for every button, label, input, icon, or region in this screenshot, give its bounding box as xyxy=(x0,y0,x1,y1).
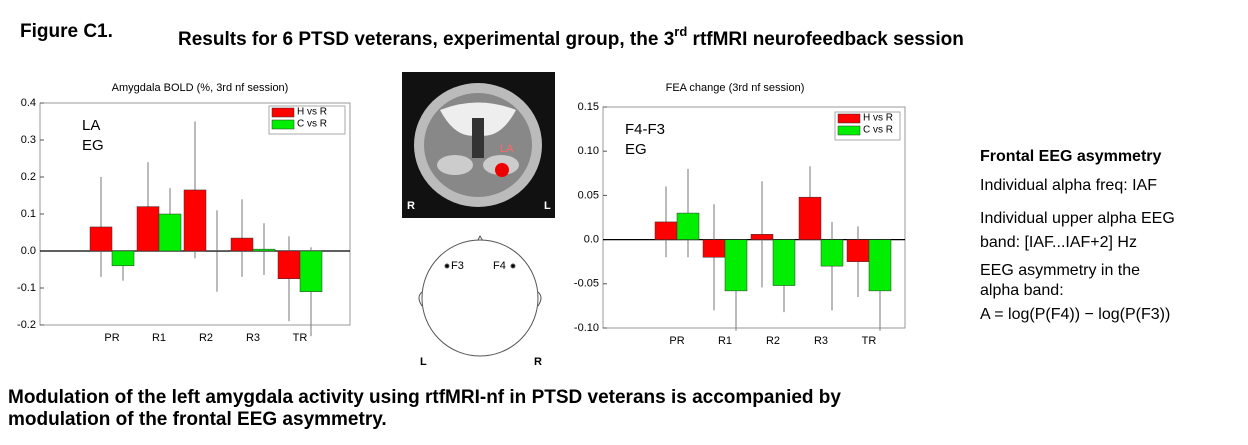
legend-label: H vs R xyxy=(297,107,327,118)
annotation: LA xyxy=(82,117,100,134)
head-side-label: R xyxy=(534,356,542,368)
y-tick-label: 0.2 xyxy=(21,171,36,183)
side-heading: Frontal EEG asymmetry xyxy=(980,148,1162,165)
x-tick-label: R2 xyxy=(766,335,780,347)
bar xyxy=(750,234,774,240)
x-tick-label: PR xyxy=(669,335,684,347)
bar xyxy=(702,239,726,258)
x-tick-label: TR xyxy=(293,332,308,344)
side-line: Individual alpha freq: IAF xyxy=(980,177,1157,194)
bar xyxy=(772,239,796,286)
bar xyxy=(798,196,822,240)
head-side-label: L xyxy=(420,356,427,368)
bar xyxy=(654,221,678,240)
bar xyxy=(252,248,276,252)
annotation: EG xyxy=(82,137,104,154)
y-tick-label: 0.0 xyxy=(584,234,599,246)
caption: Modulation of the left amygdala activity… xyxy=(8,387,841,430)
y-tick-label: 0.10 xyxy=(578,145,599,157)
side-line: A = log(P(F4)) − log(P(F3)) xyxy=(980,306,1170,323)
brain-label: R xyxy=(407,200,415,212)
side-panel: Individual alpha freq: IAF Individual upp… xyxy=(980,177,1175,323)
bar xyxy=(868,239,892,292)
chart-title: FEA change (3rd nf session) xyxy=(666,82,805,94)
bar xyxy=(846,239,870,262)
x-tick-label: R1 xyxy=(152,332,166,344)
brain-label: LA xyxy=(500,143,514,155)
bar xyxy=(724,239,748,292)
side-line: alpha band: xyxy=(980,282,1064,299)
bar xyxy=(158,213,182,252)
side-line: band: [IAF...IAF+2] Hz xyxy=(980,234,1137,251)
legend-swatch xyxy=(837,113,861,124)
y-tick-label: 0.1 xyxy=(21,208,36,220)
y-tick-label: -0.1 xyxy=(17,282,36,294)
electrode-label: F4 xyxy=(493,260,506,272)
figure-title: Results for 6 PTSD veterans, experimenta… xyxy=(178,24,964,50)
brain-image: LA R L xyxy=(402,72,555,218)
head-diagram xyxy=(418,234,542,357)
bar xyxy=(820,239,844,267)
legend-label: C vs R xyxy=(297,119,327,130)
annotation: F4-F3 xyxy=(625,121,665,138)
y-tick-label: 0.4 xyxy=(21,97,36,109)
bar xyxy=(136,206,160,252)
caption-line: modulation of the frontal EEG asymmetry. xyxy=(8,409,387,430)
caption-line: Modulation of the left amygdala activity… xyxy=(8,387,841,408)
title-main: Results for 6 PTSD veterans, experimenta… xyxy=(178,29,674,50)
y-tick-label: 0.0 xyxy=(21,245,36,257)
x-tick-label: R1 xyxy=(718,335,732,347)
bar xyxy=(299,250,323,292)
figure-label: Figure C1. xyxy=(20,21,113,42)
y-tick-label: 0.3 xyxy=(21,134,36,146)
chart-title: Amygdala BOLD (%, 3rd nf session) xyxy=(112,82,289,94)
y-tick-label: 0.15 xyxy=(578,101,599,113)
y-tick-label: -0.10 xyxy=(574,322,599,334)
title-sup: rd xyxy=(674,24,687,39)
side-line: EEG asymmetry in the xyxy=(980,262,1140,279)
legend-swatch xyxy=(271,119,295,130)
x-tick-label: R3 xyxy=(246,332,260,344)
y-tick-label: -0.2 xyxy=(17,319,36,331)
bar xyxy=(676,212,700,240)
electrode-label: F3 xyxy=(451,260,464,272)
y-tick-label: -0.05 xyxy=(574,278,599,290)
bar xyxy=(277,250,301,279)
brain-label: L xyxy=(544,200,551,212)
x-tick-label: TR xyxy=(862,335,877,347)
x-tick-label: R2 xyxy=(199,332,213,344)
bar xyxy=(111,250,135,267)
bar xyxy=(183,189,207,252)
x-tick-label: PR xyxy=(104,332,119,344)
legend-label: C vs R xyxy=(863,125,893,136)
legend-swatch xyxy=(837,125,861,136)
side-line: Individual upper alpha EEG xyxy=(980,210,1175,227)
x-tick-label: R3 xyxy=(814,335,828,347)
bar xyxy=(230,237,254,252)
annotation: EG xyxy=(625,141,647,158)
bar xyxy=(205,250,229,252)
y-tick-label: 0.05 xyxy=(578,189,599,201)
bar xyxy=(89,226,113,252)
legend-swatch xyxy=(271,107,295,118)
plot-frame xyxy=(602,106,906,329)
legend-label: H vs R xyxy=(863,113,893,124)
title-rest: rtfMRI neurofeedback session xyxy=(687,29,964,50)
